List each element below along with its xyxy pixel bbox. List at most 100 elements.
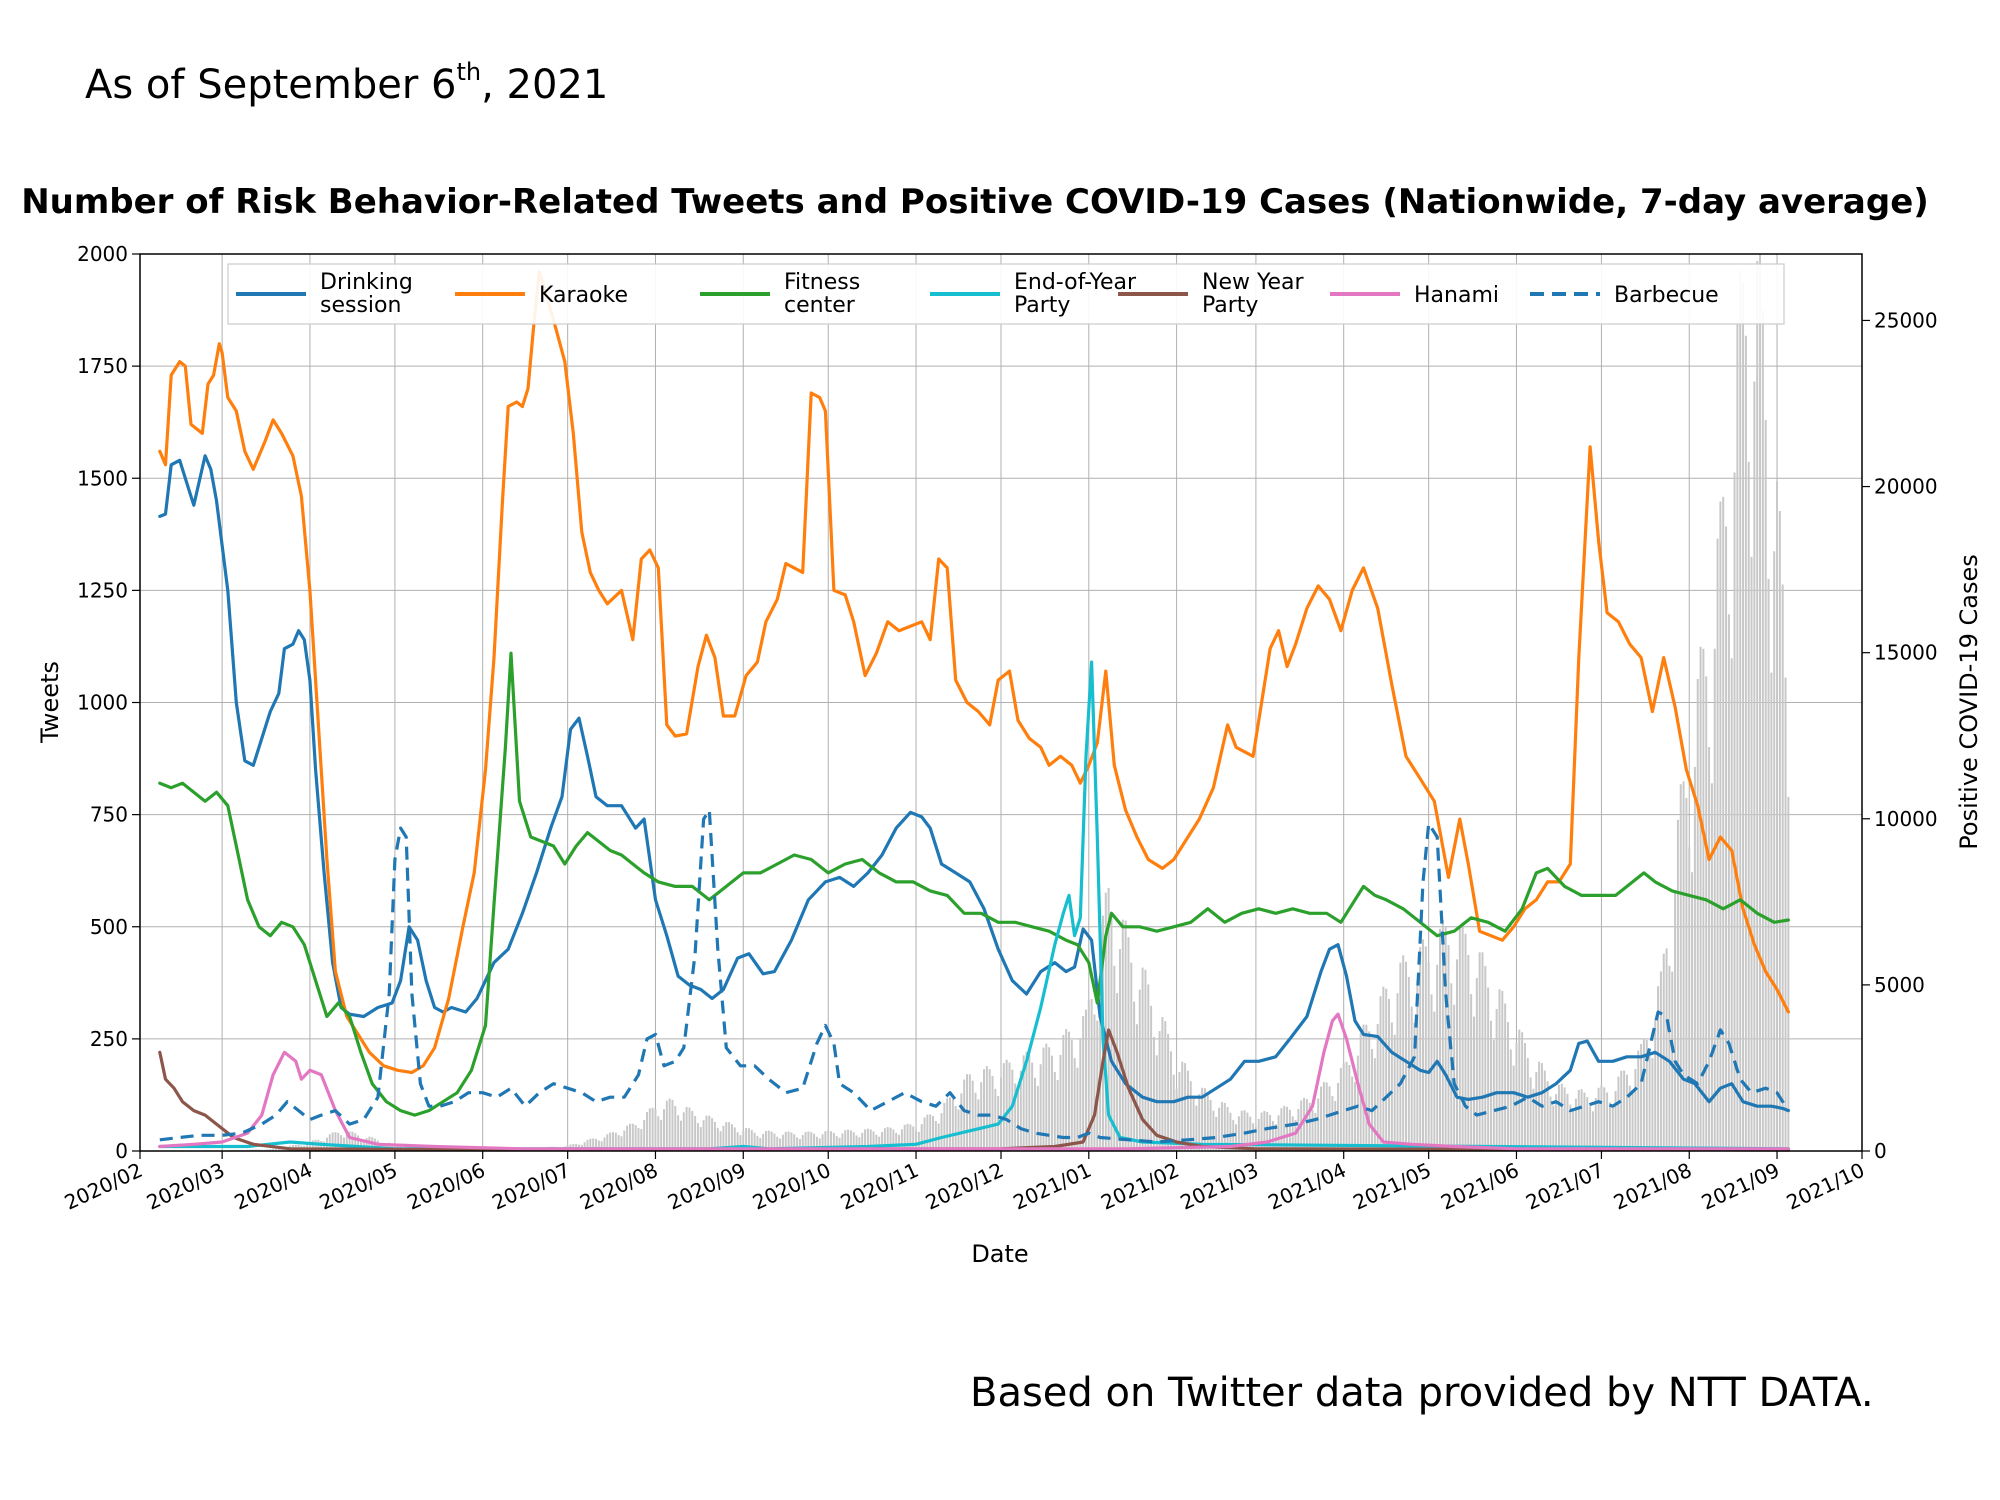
cases-bar	[1390, 1022, 1393, 1151]
cases-bar	[611, 1132, 614, 1151]
cases-bar	[1308, 1102, 1311, 1151]
cases-bar	[1586, 1097, 1589, 1151]
cases-bar	[634, 1125, 637, 1151]
cases-bar	[1433, 1011, 1436, 1151]
cases-bar	[589, 1138, 592, 1151]
cases-bar	[1277, 1115, 1280, 1151]
cases-bar	[255, 1149, 258, 1151]
cases-bar	[841, 1133, 844, 1151]
cases-bar	[1512, 1065, 1515, 1151]
cases-bar	[767, 1130, 770, 1151]
cases-bar	[1484, 966, 1487, 1151]
cases-bar	[1623, 1070, 1626, 1151]
x-tick-label: 2021/10	[1783, 1158, 1868, 1215]
series-line-0	[158, 454, 1791, 1113]
cases-bar	[1274, 1124, 1277, 1151]
cases-bar	[269, 1148, 272, 1151]
x-tick-label: 2021/08	[1610, 1158, 1695, 1215]
cases-bar	[923, 1117, 926, 1151]
y2-tick-label: 10000	[1874, 807, 1938, 831]
cases-bar	[813, 1133, 816, 1151]
cases-bar	[1025, 1051, 1028, 1151]
cases-bar	[592, 1138, 595, 1151]
cases-bar	[1175, 1088, 1178, 1151]
cases-bar	[1167, 1034, 1170, 1151]
cases-bar	[617, 1135, 620, 1151]
cases-bar	[1464, 933, 1467, 1151]
cases-bar	[665, 1100, 668, 1151]
cases-bar	[1614, 1091, 1617, 1151]
cases-bar	[1365, 1024, 1368, 1151]
cases-bar	[1654, 1019, 1657, 1151]
cases-bar	[688, 1107, 691, 1151]
cases-bar	[1209, 1100, 1212, 1151]
cases-bar	[1067, 1031, 1070, 1151]
cases-bar	[354, 1133, 357, 1151]
x-tick-label: 2020/03	[143, 1158, 228, 1215]
cases-bar	[682, 1112, 685, 1151]
series-line-5	[158, 1012, 1791, 1151]
cases-bar	[1458, 926, 1461, 1151]
cases-bar	[1158, 1031, 1161, 1151]
y2-tick-label: 15000	[1874, 641, 1938, 665]
cases-bar	[1062, 1034, 1065, 1151]
cases-bar	[1405, 961, 1408, 1151]
x-tick-label: 2020/06	[403, 1158, 488, 1215]
cases-bar	[645, 1111, 648, 1151]
cases-bar	[1252, 1123, 1255, 1151]
cases-bar	[1229, 1112, 1232, 1151]
series-line-2	[158, 651, 1791, 1117]
cases-bar	[1668, 965, 1671, 1151]
cases-bar	[1625, 1074, 1628, 1151]
cases-bar	[1489, 1020, 1492, 1151]
cases-bar	[1549, 1096, 1552, 1151]
cases-bar	[1334, 1101, 1337, 1151]
cases-bar	[1467, 954, 1470, 1151]
x-axis-label: Date	[971, 1240, 1028, 1268]
cases-bar	[1379, 996, 1382, 1151]
y-tick-label: 250	[90, 1027, 128, 1051]
cases-bar	[730, 1124, 733, 1151]
cases-bar	[357, 1135, 360, 1151]
cases-bar	[946, 1098, 949, 1151]
cases-bar	[340, 1135, 343, 1151]
cases-bar	[898, 1134, 901, 1151]
cases-bar	[1002, 1063, 1005, 1151]
cases-bar	[1138, 989, 1141, 1151]
cases-bar	[844, 1130, 847, 1151]
x-tick-label: 2021/04	[1264, 1158, 1349, 1215]
cases-bar	[787, 1131, 790, 1151]
cases-bar	[1045, 1043, 1048, 1151]
cases-bar	[328, 1134, 331, 1151]
cases-bar	[1345, 1061, 1348, 1151]
cases-bar	[1521, 1032, 1524, 1151]
cases-bar	[900, 1129, 903, 1151]
cases-bar	[1178, 1072, 1181, 1151]
cases-bar	[864, 1129, 867, 1151]
cases-bar	[606, 1134, 609, 1151]
cases-bar	[1532, 1088, 1535, 1151]
cases-bar	[903, 1124, 906, 1151]
cases-bar	[345, 1133, 348, 1151]
cases-bar	[660, 1119, 663, 1151]
cases-bar	[623, 1130, 626, 1151]
x-tick-label: 2021/01	[1009, 1158, 1094, 1215]
cases-bar	[1263, 1110, 1266, 1151]
x-tick-label: 2021/07	[1522, 1158, 1607, 1215]
cases-bar	[1218, 1107, 1221, 1151]
cases-bar	[849, 1130, 852, 1151]
cases-bar	[1416, 979, 1419, 1151]
cases-bar	[1583, 1092, 1586, 1151]
cases-bar	[1198, 1094, 1201, 1151]
cases-bar	[1555, 1094, 1558, 1151]
cases-bar	[1764, 420, 1767, 1152]
cases-bar	[1356, 1055, 1359, 1151]
legend-label: Karaoke	[539, 283, 628, 308]
cases-bar	[1223, 1102, 1226, 1151]
cases-bar	[1569, 1104, 1572, 1151]
cases-bar	[832, 1132, 835, 1151]
cases-bar	[1019, 1070, 1022, 1151]
cases-bar	[1215, 1116, 1218, 1151]
cases-bar	[1331, 1096, 1334, 1151]
